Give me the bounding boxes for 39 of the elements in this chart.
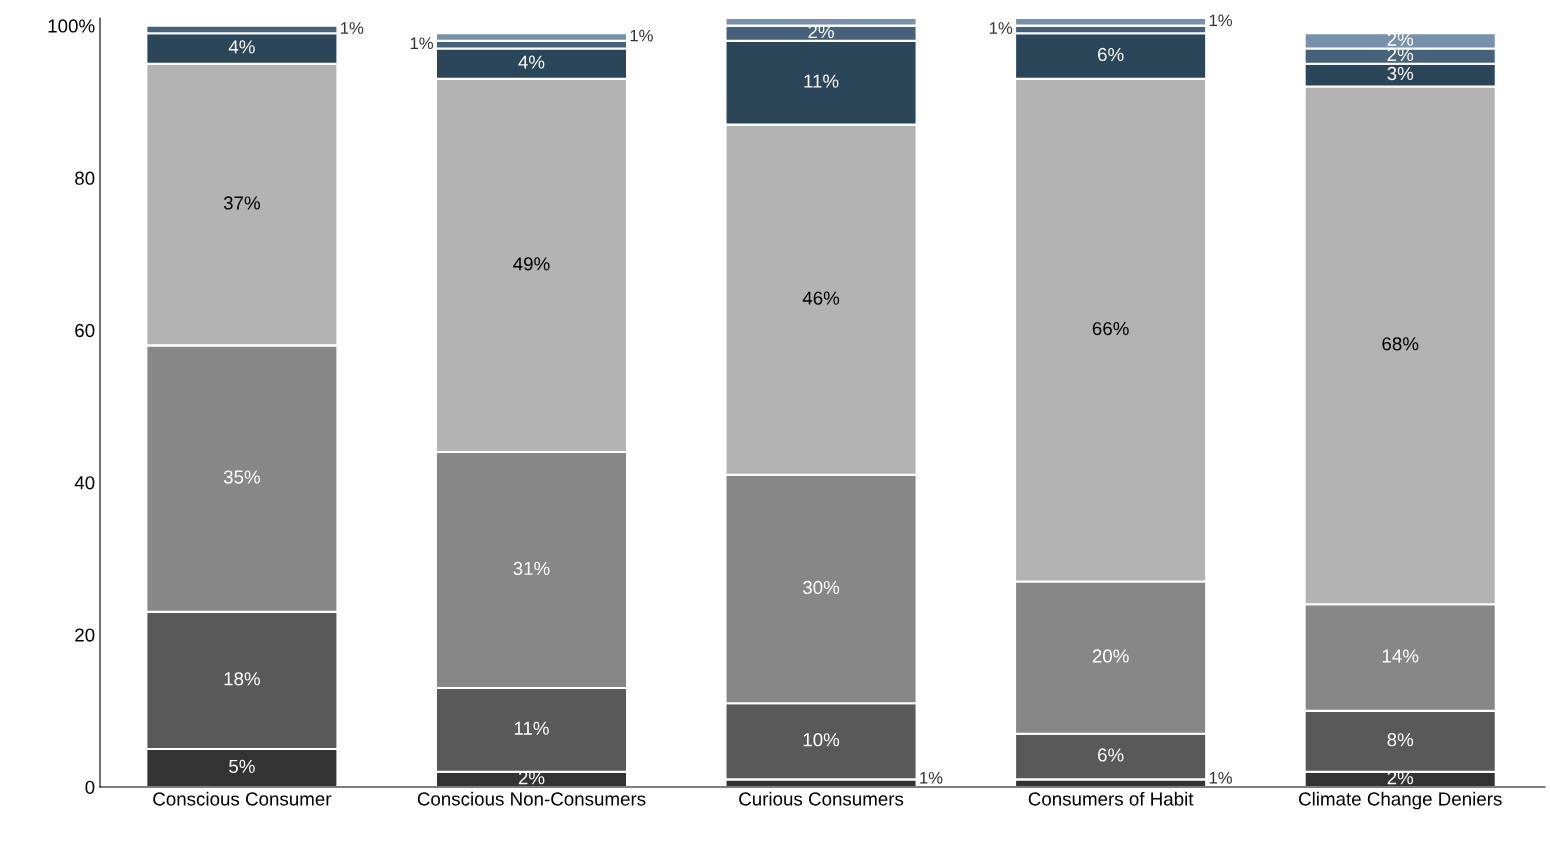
data-label: 3% xyxy=(1387,66,1414,81)
x-tick-label: Conscious Consumer xyxy=(153,791,332,806)
data-label: 10% xyxy=(803,733,840,747)
data-label: 37% xyxy=(223,196,260,210)
data-label: 11% xyxy=(804,74,839,88)
data-label: 1% xyxy=(920,771,943,784)
y-tick-label: 40 xyxy=(74,476,95,490)
data-label: 11% xyxy=(514,721,549,735)
data-label: 4% xyxy=(518,55,545,69)
x-tick-label: Consumers of Habit xyxy=(1028,791,1194,806)
y-tick-label: 20 xyxy=(75,628,95,642)
x-tick-label: Conscious Non-Consumers xyxy=(417,791,646,806)
data-label: 30% xyxy=(803,580,840,595)
x-tick-label: Curious Consumers xyxy=(739,791,904,806)
data-label: 6% xyxy=(1098,47,1124,62)
data-label: 68% xyxy=(1382,337,1419,351)
data-label: 14% xyxy=(1382,649,1419,663)
data-label: 1% xyxy=(1209,771,1232,784)
y-tick-label: 100% xyxy=(48,19,95,33)
data-label: 1% xyxy=(630,29,653,42)
y-tick-label: 60 xyxy=(75,323,95,338)
y-tick-label: 0 xyxy=(85,780,95,794)
x-tick-label: Climate Change Deniers xyxy=(1299,791,1502,810)
data-label: 8% xyxy=(1387,733,1414,747)
data-label: 1% xyxy=(410,37,433,50)
data-label: 31% xyxy=(513,561,550,576)
data-label: 1% xyxy=(1209,14,1232,27)
data-label: 66% xyxy=(1092,321,1129,336)
data-label: 46% xyxy=(802,291,840,305)
data-label: 1% xyxy=(341,22,364,34)
data-label: 35% xyxy=(223,470,260,484)
data-label: 18% xyxy=(224,672,260,686)
data-label: 5% xyxy=(229,759,255,773)
data-label: 1% xyxy=(989,22,1013,34)
data-label: 20% xyxy=(1092,649,1129,663)
y-tick-label: 80 xyxy=(75,171,95,185)
data-label: 4% xyxy=(228,40,255,54)
data-label: 49% xyxy=(513,257,550,271)
data-label: 6% xyxy=(1098,748,1124,762)
